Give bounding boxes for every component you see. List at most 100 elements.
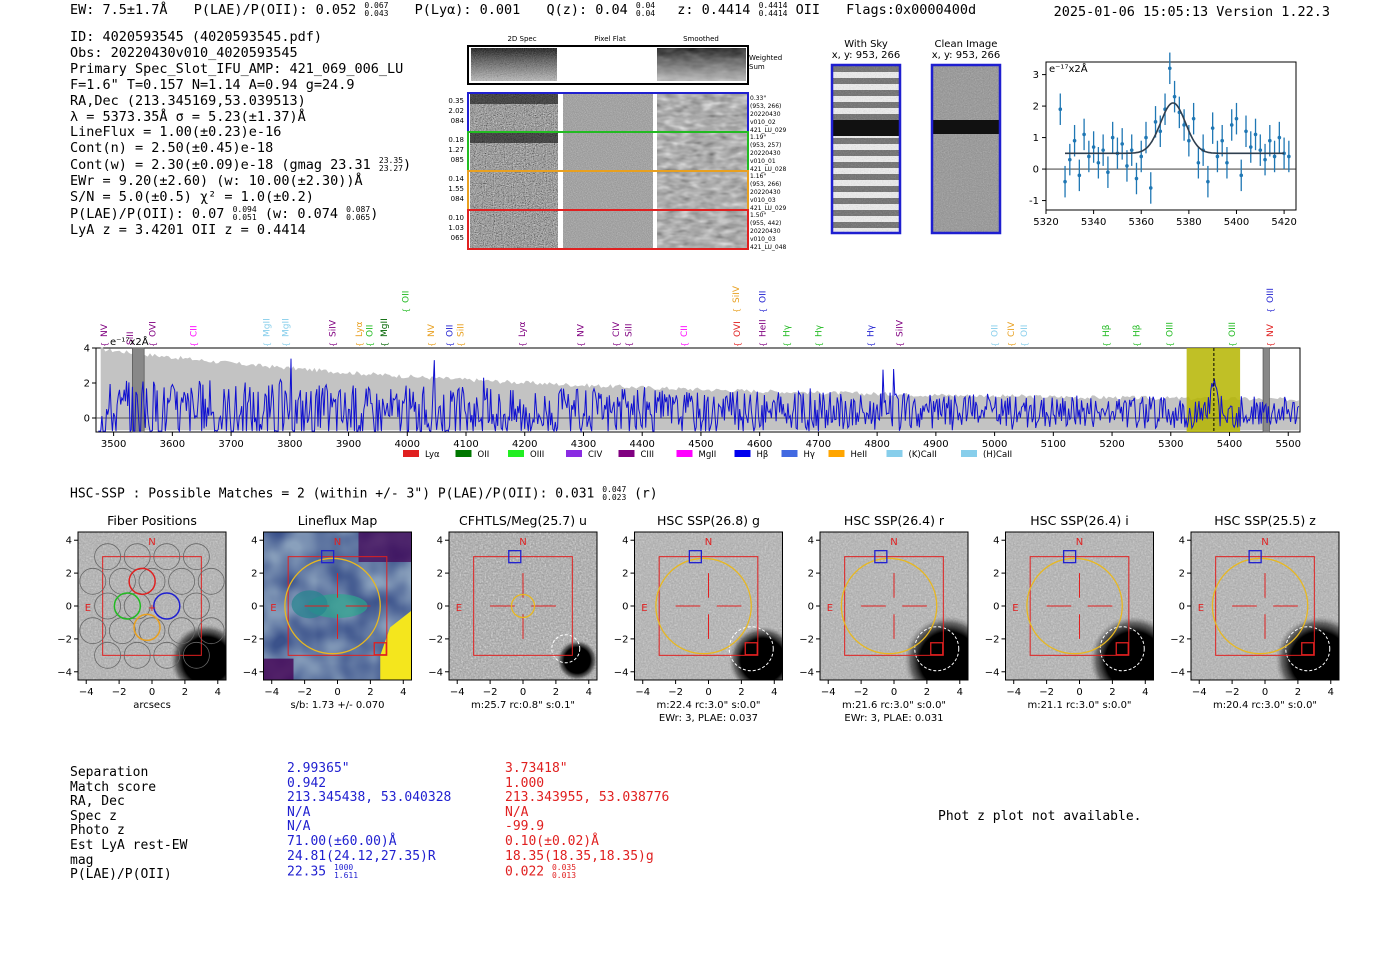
line-marker-brace: {	[759, 342, 768, 347]
legend-label: HeII	[851, 450, 868, 460]
line-marker-label: OII	[1020, 325, 1030, 337]
spec2d-row-left-label: 1.27	[448, 146, 464, 154]
line-marker-label: NV	[100, 323, 110, 337]
with-sky-title: With Sky	[844, 39, 888, 50]
cutout-caption: s/b: 1.73 +/- 0.070	[290, 700, 384, 711]
line-marker-brace: {	[1266, 342, 1275, 347]
zoom-data-point	[1182, 123, 1186, 127]
cutout-xtick-label: 4	[400, 687, 406, 698]
info-sn: S/N = 5.0(±0.5) χ² = 1.0(±0.2)	[70, 189, 314, 206]
fiber-circle	[94, 543, 121, 571]
svg-text:2D Spec: 2D Spec	[507, 35, 536, 43]
cutout-ytick-label: 4	[808, 536, 814, 547]
spectrum-xtick-label: 4400	[629, 439, 654, 450]
cutout-xtick-label: 2	[1295, 687, 1301, 698]
east-label: E	[827, 603, 833, 614]
info-obs: Obs: 20220430v010_4020593545	[70, 44, 298, 61]
cutout-ytick-label: −2	[57, 634, 72, 645]
cutout-xtick-label: 2	[738, 687, 744, 698]
cutout-r: HSC SSP(26.4) r N E −4 −4 −2 −2 0 0 2 2 4 4 m:21.6 rc…	[799, 513, 969, 724]
legend-swatch	[566, 450, 582, 457]
spec2d-row-right-label: 1.50"	[750, 212, 766, 219]
line-marker-label: OIII	[1166, 322, 1176, 337]
line-marker-brace: {	[577, 342, 586, 347]
star-aperture	[1099, 626, 1145, 672]
cutout-xtick-label: 0	[149, 687, 155, 698]
east-label: E	[641, 603, 647, 614]
imaging-cutouts-panel: Fiber Positions N E + −4 −4 −2 −2 0 0 2 2 4 4 arcsecs L…	[57, 513, 1340, 724]
match-value: 22.35 1000 1.611	[287, 863, 359, 881]
cutout-xtick-label: −2	[1039, 687, 1054, 698]
zoom-plot-frame	[1045, 61, 1297, 211]
cutout-xtick-label: −4	[264, 687, 279, 698]
line-marker-label: NV	[427, 323, 437, 337]
cutout-ytick-label: 2	[66, 569, 72, 580]
info-lambda: λ = 5373.35Å σ = 5.23(±1.37)Å	[70, 108, 306, 125]
fiber-circle	[123, 641, 151, 669]
spec2d-row-left-label: 084	[451, 117, 465, 125]
zoom-xtick-label: 5380	[1176, 217, 1201, 228]
weighted-sum-row: Weighted Sum	[467, 45, 782, 85]
search-box	[102, 556, 202, 656]
zoom-data-point	[1153, 120, 1158, 124]
info-plae: P(LAE)/P(OII): 0.07 0.094 0.051 (w: 0.074…	[70, 204, 379, 222]
match-label: Separation	[70, 765, 149, 780]
spectrum-xtick-label: 3900	[336, 439, 361, 450]
line-marker-brace: {	[1102, 342, 1111, 347]
match-labels-column: Separation Match score RA, Dec Spec z Photo …	[70, 765, 188, 883]
spectrum-xtick-label: 3700	[218, 439, 243, 450]
match-value: N/A	[287, 804, 311, 820]
header-qz: Q(z): 0.04	[546, 2, 628, 18]
sky-images-panel: With Sky x, y: 953, 266 Clean Image x, y…	[830, 39, 1002, 235]
cutout-xtick-label: 0	[520, 687, 526, 698]
line-marker-label: MgII	[380, 318, 390, 337]
line-marker-label: SiIV	[329, 319, 339, 337]
spec2d-row-left-label: 2.02	[448, 107, 464, 115]
zoom-data-point	[1087, 154, 1091, 159]
line-marker-brace: {	[262, 342, 271, 347]
cutout-xtick-label: −4	[635, 687, 650, 698]
zoom-ytick-label: -1	[1029, 196, 1039, 207]
spec2d-column-titles: 2D Spec Pixel Flat Smoothed	[507, 35, 718, 43]
spec2d-row-2: 0.18 1.27 085 1.19"(953, 257)20220430v010_0…	[448, 131, 787, 173]
source-aperture	[510, 593, 536, 619]
zoom-data-point	[1172, 94, 1177, 99]
legend-label: OII	[478, 450, 490, 460]
zoom-data-point	[1206, 179, 1210, 184]
zoom-ylabel: e⁻¹⁷x2Å	[1049, 62, 1088, 75]
line-marker-label: CIV	[1007, 321, 1017, 337]
match-label: Est LyA rest-EW	[70, 837, 188, 853]
line-marker-label: OII	[759, 291, 769, 303]
zoom-data-point	[1077, 173, 1082, 178]
cutout-xtick-label: −2	[483, 687, 498, 698]
cutout-xtick-label: 2	[182, 687, 188, 698]
zoom-data-point	[1191, 116, 1196, 121]
zoom-data-point	[1268, 138, 1272, 143]
cutout-ytick-label: −4	[614, 667, 629, 678]
match-2-box	[930, 642, 944, 656]
cutout-xtick-label: 2	[1109, 687, 1115, 698]
cutout-ytick-label: 0	[66, 602, 72, 613]
line-marker-brace: {	[991, 342, 1000, 347]
spec2d-row-4: 0.10 1.03 065 1.50"(955, 442)20220430v010_0…	[448, 209, 787, 251]
match-1-box	[320, 550, 335, 564]
legend-swatch	[618, 450, 635, 457]
east-label: E	[1198, 603, 1204, 614]
fiber-circle	[197, 567, 225, 595]
line-marker-label: OVI	[733, 321, 743, 337]
fiber-circle	[197, 617, 225, 645]
match-value: N/A	[505, 804, 529, 820]
cutout-xtick-label: −2	[668, 687, 683, 698]
cutout-xtick-label: 2	[924, 687, 930, 698]
spec2d-row-right-label: 421_LU_028	[750, 166, 787, 173]
match-value: 213.343955, 53.038776	[505, 790, 670, 806]
match-label: Photo z	[70, 823, 125, 839]
svg-text:Pixel Flat: Pixel Flat	[594, 35, 626, 43]
weighted-sum-label: Weighted Sum	[749, 54, 782, 71]
cutout-ytick-label: 2	[622, 569, 628, 580]
cutout-xtick-label: −2	[112, 687, 127, 698]
legend-swatch	[828, 450, 845, 457]
north-label: N	[334, 537, 341, 548]
search-box	[1029, 556, 1130, 656]
